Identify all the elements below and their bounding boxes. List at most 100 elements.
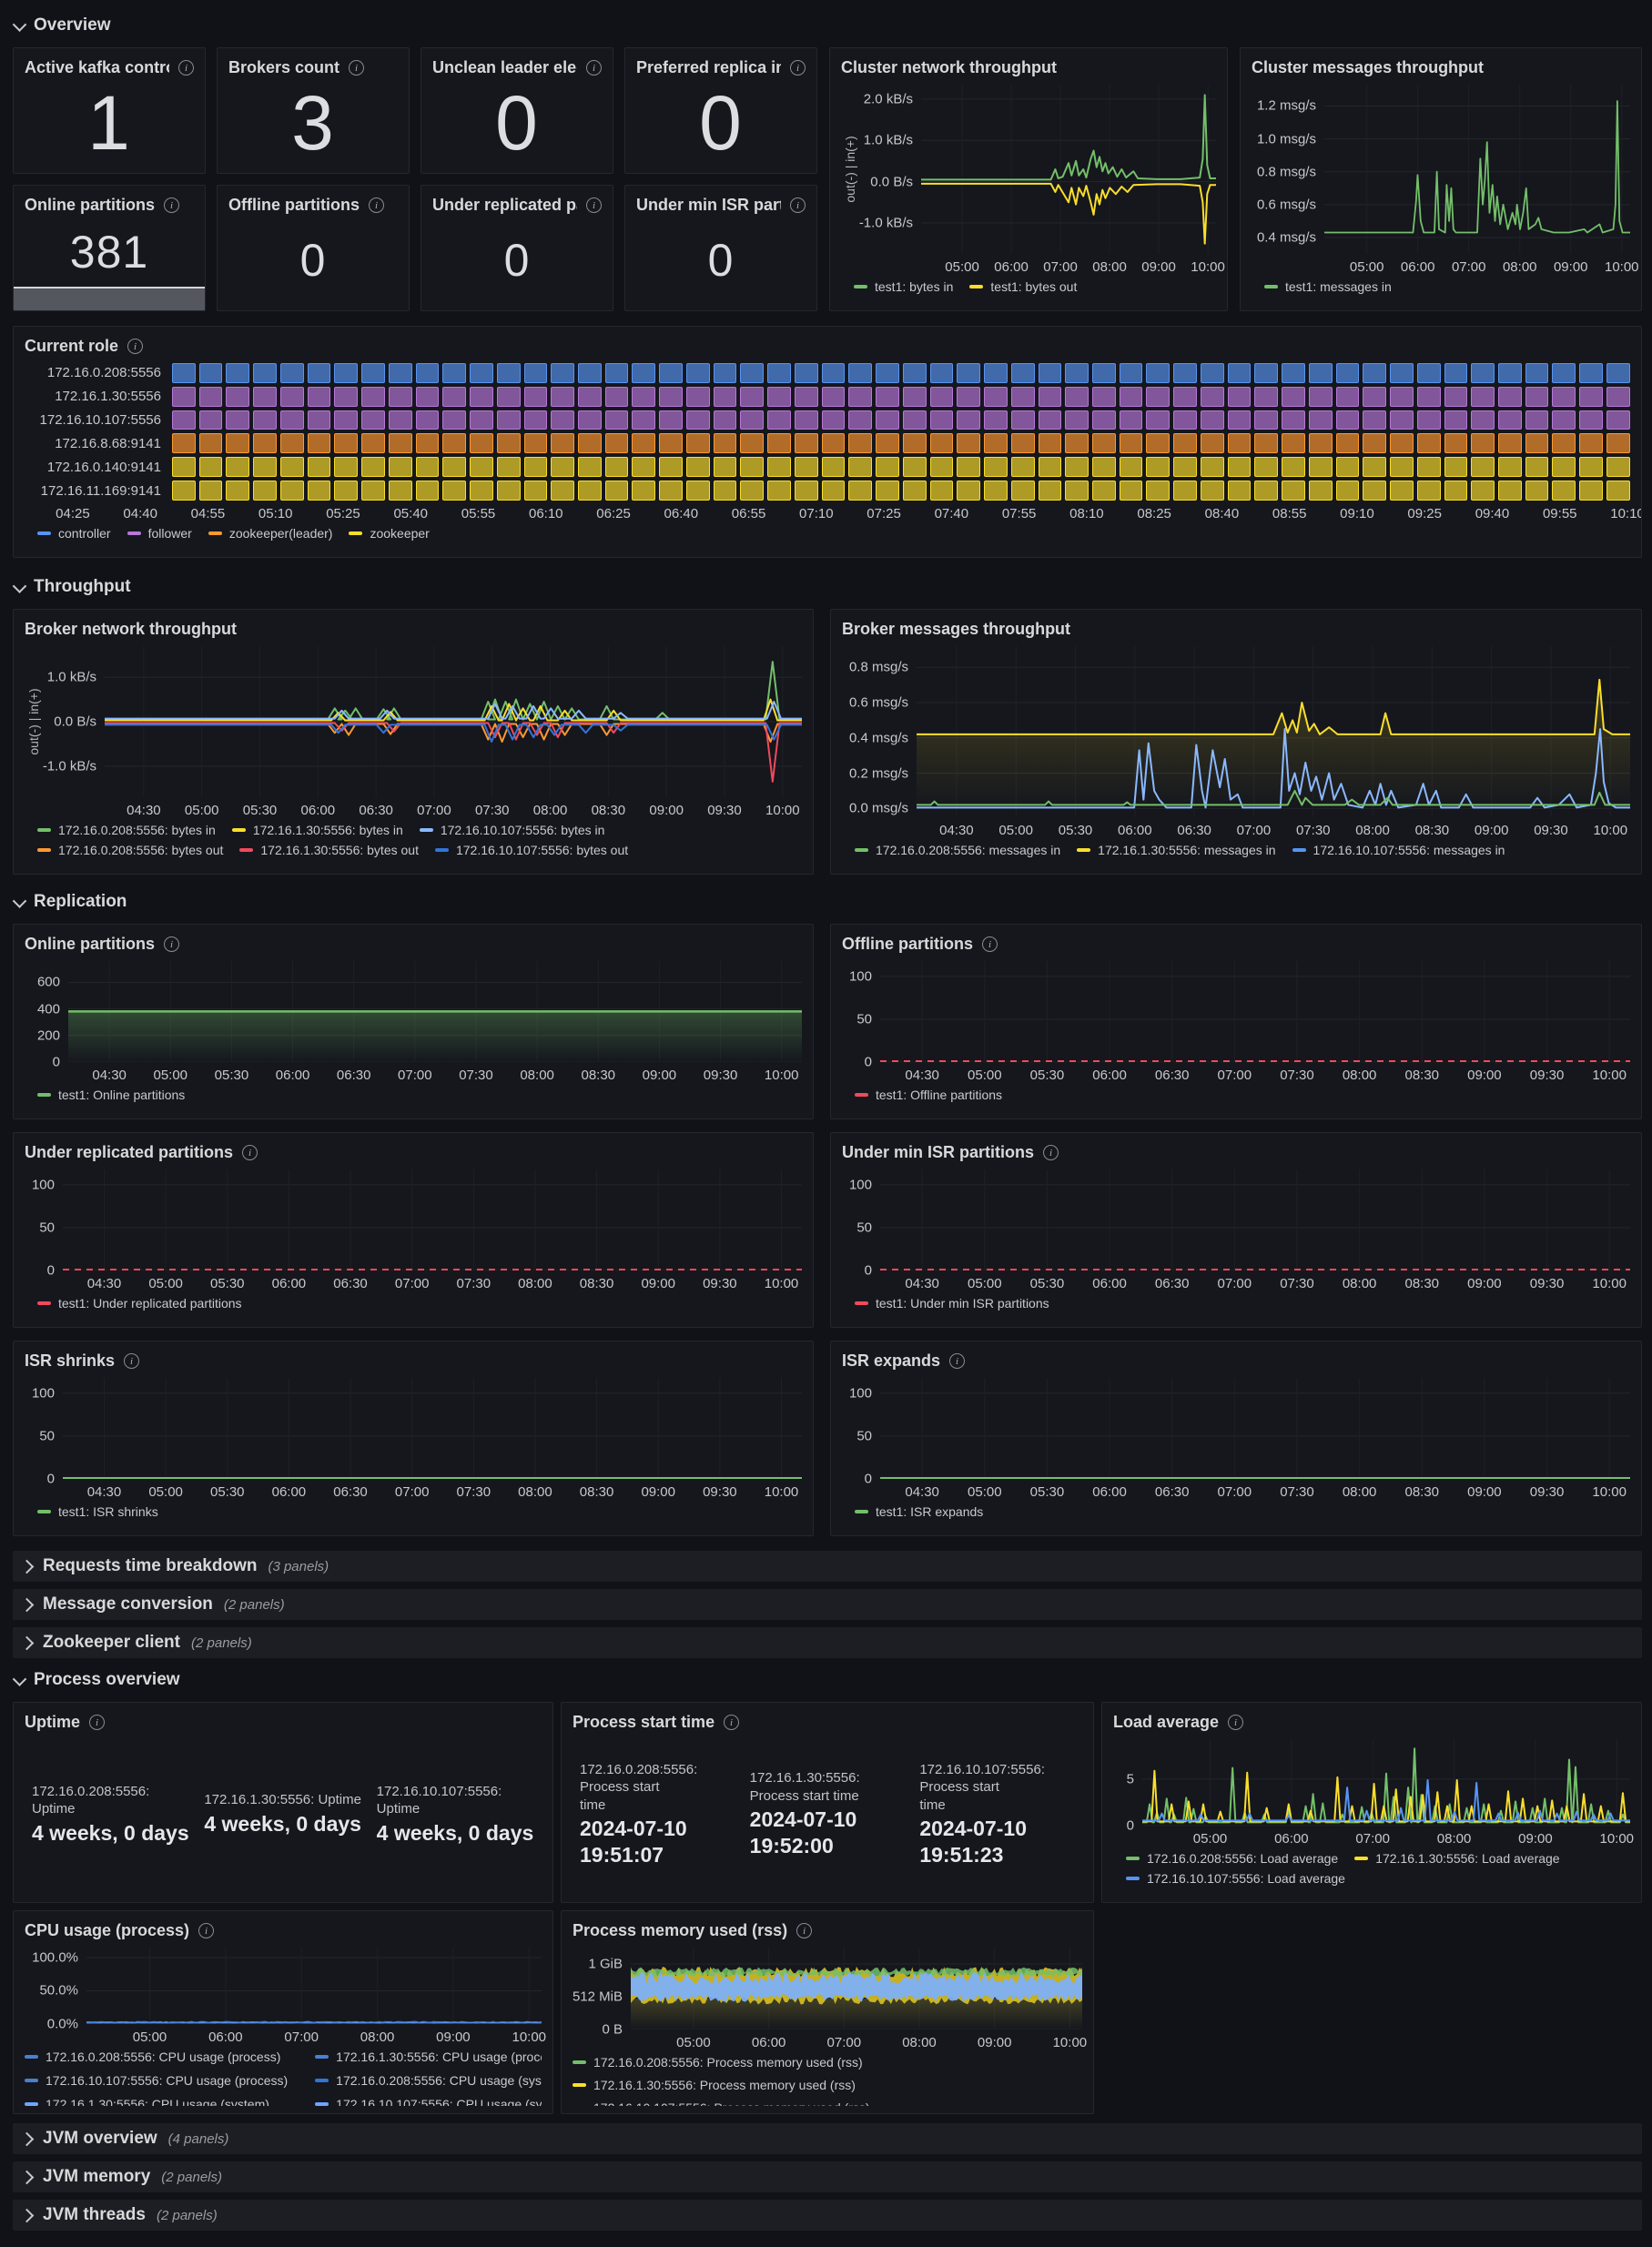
- legend-item[interactable]: test1: Under min ISR partitions: [855, 1296, 1049, 1311]
- state-block[interactable]: [902, 457, 927, 478]
- state-block[interactable]: [442, 410, 467, 430]
- legend-item[interactable]: test1: Under replicated partitions: [37, 1296, 242, 1311]
- state-block[interactable]: [632, 410, 656, 430]
- collapsed-row-zookeeper-client[interactable]: Zookeeper client (2 panels): [13, 1627, 1642, 1658]
- state-block[interactable]: [172, 433, 196, 454]
- state-block[interactable]: [713, 433, 737, 454]
- state-block[interactable]: [767, 363, 791, 383]
- state-block[interactable]: [361, 386, 385, 407]
- state-block[interactable]: [307, 410, 331, 430]
- state-block[interactable]: [1335, 363, 1360, 383]
- legend-item[interactable]: test1: Offline partitions: [855, 1088, 1002, 1102]
- state-block[interactable]: [1227, 363, 1252, 383]
- legend-item[interactable]: controller: [37, 526, 111, 541]
- state-block[interactable]: [496, 363, 521, 383]
- state-block[interactable]: [685, 457, 710, 478]
- state-block[interactable]: [1579, 457, 1603, 478]
- legend-item[interactable]: 172.16.0.208:5556: Load average: [1126, 1851, 1338, 1866]
- broker-network-chart[interactable]: out(-) | in(+) 1.0 kB/s 0.0 B/s -1.0 kB/s 04…: [25, 641, 802, 866]
- state-block[interactable]: [1335, 481, 1360, 501]
- state-block[interactable]: [361, 410, 385, 430]
- state-block[interactable]: [1579, 481, 1603, 501]
- legend-item[interactable]: 172.16.10.107:5556: CPU usage (process): [25, 2073, 288, 2088]
- state-block[interactable]: [1200, 433, 1224, 454]
- state-block[interactable]: [902, 410, 927, 430]
- info-icon[interactable]: i: [949, 1352, 966, 1369]
- state-block[interactable]: [1254, 433, 1279, 454]
- state-block[interactable]: [929, 433, 954, 454]
- state-block[interactable]: [632, 457, 656, 478]
- state-block[interactable]: [1471, 433, 1495, 454]
- state-block[interactable]: [1038, 433, 1062, 454]
- state-block[interactable]: [226, 386, 250, 407]
- state-block[interactable]: [1173, 386, 1197, 407]
- panel-title[interactable]: Preferred replica inbal: [636, 57, 781, 76]
- state-block[interactable]: [578, 386, 602, 407]
- state-block[interactable]: [1200, 457, 1224, 478]
- legend-item[interactable]: 172.16.0.208:5556: Process memory used (…: [573, 2055, 1082, 2070]
- state-block[interactable]: [876, 386, 899, 407]
- offline-partitions-chart[interactable]: 100 50 0 04:30 05:00 05:30 06:00 06:30 07:00 07:3…: [842, 956, 1630, 1111]
- state-block[interactable]: [794, 433, 818, 454]
- state-block[interactable]: [848, 433, 873, 454]
- state-block[interactable]: [740, 457, 765, 478]
- state-block[interactable]: [848, 410, 873, 430]
- state-block[interactable]: [1173, 433, 1197, 454]
- state-block[interactable]: [929, 457, 954, 478]
- state-block[interactable]: [361, 481, 385, 501]
- state-block[interactable]: [659, 457, 683, 478]
- state-block[interactable]: [1254, 386, 1279, 407]
- state-block[interactable]: [1525, 481, 1549, 501]
- panel-title[interactable]: Uptime: [25, 1712, 81, 1731]
- state-block[interactable]: [388, 481, 412, 501]
- state-block[interactable]: [1606, 481, 1630, 501]
- state-block[interactable]: [767, 481, 791, 501]
- state-block[interactable]: [1497, 363, 1522, 383]
- state-block[interactable]: [1416, 386, 1441, 407]
- state-block[interactable]: [470, 457, 493, 478]
- state-block[interactable]: [1173, 457, 1197, 478]
- state-block[interactable]: [1552, 433, 1576, 454]
- state-block[interactable]: [929, 481, 954, 501]
- state-block[interactable]: [984, 410, 1008, 430]
- state-block[interactable]: [1065, 386, 1089, 407]
- legend-item[interactable]: 172.16.10.107:5556: Process memory used …: [573, 2100, 1082, 2106]
- state-block[interactable]: [740, 433, 765, 454]
- state-block[interactable]: [551, 481, 575, 501]
- state-block[interactable]: [1497, 433, 1522, 454]
- panel-title[interactable]: Offline partitions: [228, 195, 360, 214]
- state-block[interactable]: [1227, 410, 1252, 430]
- state-block[interactable]: [1038, 410, 1062, 430]
- state-block[interactable]: [604, 363, 629, 383]
- state-block[interactable]: [1173, 481, 1197, 501]
- state-block[interactable]: [902, 363, 927, 383]
- state-block[interactable]: [957, 363, 981, 383]
- state-block[interactable]: [172, 386, 196, 407]
- legend-item[interactable]: 172.16.1.30:5556: bytes out: [239, 843, 419, 857]
- state-block[interactable]: [415, 457, 440, 478]
- state-block[interactable]: [415, 433, 440, 454]
- state-block[interactable]: [523, 433, 548, 454]
- state-block[interactable]: [1525, 457, 1549, 478]
- state-block[interactable]: [632, 481, 656, 501]
- legend-item[interactable]: 172.16.1.30:5556: Load average: [1354, 1851, 1560, 1866]
- state-block[interactable]: [1282, 481, 1305, 501]
- state-block[interactable]: [279, 363, 304, 383]
- state-block[interactable]: [1146, 410, 1171, 430]
- state-block[interactable]: [1010, 481, 1035, 501]
- state-block[interactable]: [172, 457, 196, 478]
- legend-item[interactable]: zookeeper: [349, 526, 430, 541]
- state-block[interactable]: [1091, 386, 1116, 407]
- state-block[interactable]: [334, 481, 359, 501]
- state-block[interactable]: [198, 481, 223, 501]
- state-block[interactable]: [1497, 410, 1522, 430]
- plot-area[interactable]: [880, 961, 1630, 1062]
- info-icon[interactable]: i: [796, 1922, 813, 1938]
- info-icon[interactable]: i: [178, 59, 194, 76]
- state-block[interactable]: [876, 481, 899, 501]
- under-replicated-chart[interactable]: 100 50 0 04:30 05:00 05:30 06:00 06:30 07:00 07:3…: [25, 1164, 802, 1320]
- state-block[interactable]: [929, 363, 954, 383]
- state-block[interactable]: [1390, 363, 1414, 383]
- state-block[interactable]: [578, 410, 602, 430]
- panel-title[interactable]: Active kafka controlle: [25, 57, 169, 76]
